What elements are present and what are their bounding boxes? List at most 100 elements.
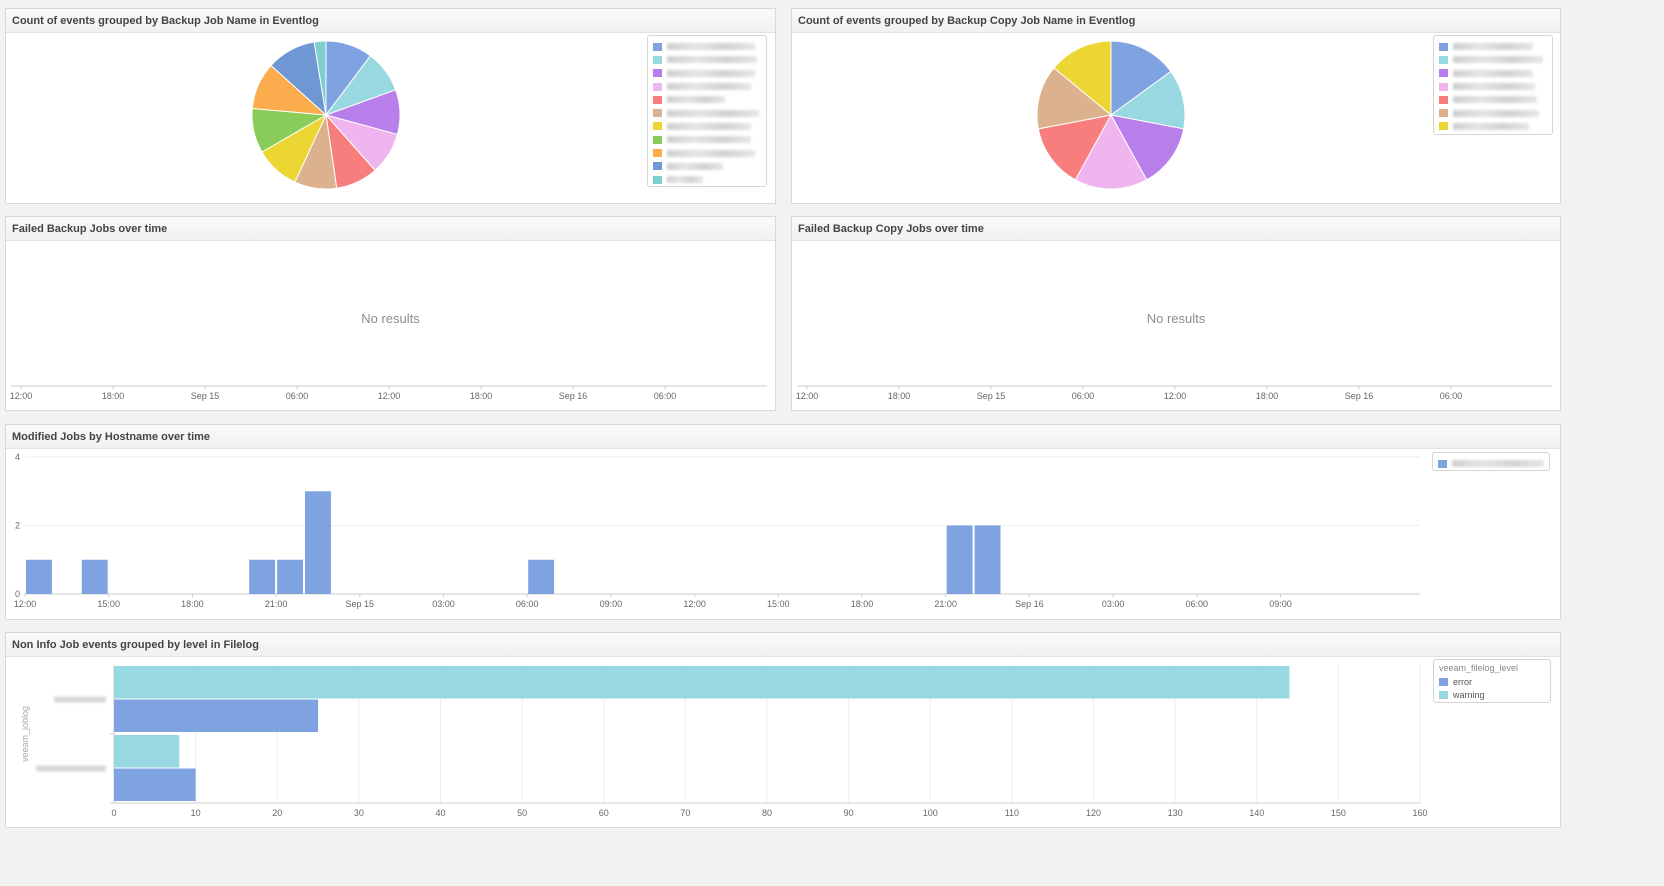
legend-swatch bbox=[653, 42, 662, 51]
pie-legend bbox=[647, 35, 767, 187]
legend-item[interactable] bbox=[653, 80, 761, 93]
panel-backup-job-pie: Count of events grouped by Backup Job Na… bbox=[5, 8, 776, 204]
legend-title: veeam_filelog_level bbox=[1439, 663, 1519, 673]
x-tick-label: 70 bbox=[680, 808, 690, 818]
pie-chart[interactable] bbox=[6, 33, 777, 204]
legend-swatch bbox=[653, 175, 662, 184]
legend-swatch bbox=[1439, 690, 1448, 699]
x-tick-label: 06:00 bbox=[1186, 599, 1209, 609]
hbar-warning[interactable] bbox=[114, 735, 180, 768]
legend-item[interactable] bbox=[653, 120, 761, 133]
panel-body: 0 10 20 30 40 50 60 70 80 90 100 110 120 130 140 150 160… bbox=[6, 657, 1560, 827]
legend-swatch bbox=[653, 162, 662, 171]
host-legend bbox=[1432, 452, 1550, 471]
legend-swatch bbox=[653, 122, 662, 131]
legend-item[interactable] bbox=[1438, 457, 1544, 470]
panel-failed-backup: Failed Backup Jobs over time No results … bbox=[5, 216, 776, 411]
y-tick-label: 4 bbox=[15, 452, 20, 462]
panel-title: Count of events grouped by Backup Copy J… bbox=[792, 9, 1560, 33]
legend-item-error[interactable]: error bbox=[1439, 675, 1545, 688]
legend-item[interactable] bbox=[653, 160, 761, 173]
panel-title: Non Info Job events grouped by level in … bbox=[6, 633, 1560, 657]
legend-label-redacted bbox=[1452, 460, 1544, 468]
pie-slice[interactable] bbox=[1109, 70, 1186, 130]
pie-slice[interactable] bbox=[1074, 113, 1148, 190]
x-tick-label: Sep 15 bbox=[346, 599, 375, 609]
y-category-label-redacted bbox=[36, 765, 106, 772]
x-tick-label: 06:00 bbox=[1072, 391, 1095, 401]
legend-label-redacted bbox=[667, 83, 751, 91]
legend-swatch bbox=[1438, 459, 1447, 468]
legend-item[interactable] bbox=[653, 67, 761, 80]
no-results-text: No results bbox=[361, 311, 420, 326]
legend-swatch bbox=[1439, 95, 1448, 104]
panel-backup-copy-pie: Count of events grouped by Backup Copy J… bbox=[791, 8, 1561, 204]
legend-label-redacted bbox=[1453, 69, 1533, 77]
x-tick-label: 30 bbox=[354, 808, 364, 818]
histogram-bar[interactable] bbox=[277, 559, 303, 594]
legend-item[interactable] bbox=[1439, 67, 1547, 80]
legend-item[interactable] bbox=[1439, 80, 1547, 93]
x-tick-label: 06:00 bbox=[286, 391, 309, 401]
legend-swatch bbox=[1439, 69, 1448, 78]
horizontal-bar-chart[interactable]: 0 10 20 30 40 50 60 70 80 90 100 110 120 130 140 150 160… bbox=[6, 657, 1436, 828]
legend-item[interactable] bbox=[653, 146, 761, 159]
pie-slice[interactable] bbox=[1110, 114, 1185, 181]
x-tick-label: 0 bbox=[111, 808, 116, 818]
legend-item[interactable] bbox=[653, 93, 761, 106]
legend-swatch bbox=[1439, 677, 1448, 686]
pie-slice[interactable] bbox=[1110, 40, 1172, 116]
pie-slice[interactable] bbox=[1036, 67, 1113, 130]
x-tick-label: 140 bbox=[1249, 808, 1264, 818]
legend-item-warning[interactable]: warning bbox=[1439, 688, 1545, 701]
y-category-label-redacted bbox=[54, 696, 106, 703]
x-tick-label: 15:00 bbox=[97, 599, 120, 609]
histogram-bar[interactable] bbox=[81, 559, 108, 594]
pie-chart[interactable] bbox=[792, 33, 1562, 204]
legend-swatch bbox=[1439, 82, 1448, 91]
histogram-bar[interactable] bbox=[249, 559, 276, 594]
hbar-warning[interactable] bbox=[114, 666, 1290, 699]
legend-swatch bbox=[653, 55, 662, 64]
pie-slice[interactable] bbox=[313, 40, 327, 116]
histogram-bar[interactable] bbox=[946, 525, 973, 595]
legend-label-redacted bbox=[1453, 109, 1539, 117]
panel-title: Failed Backup Jobs over time bbox=[6, 217, 775, 241]
histogram-bar[interactable] bbox=[26, 559, 52, 594]
x-tick-label: 12:00 bbox=[1164, 391, 1187, 401]
x-tick-label: 160 bbox=[1412, 808, 1427, 818]
hbar-error[interactable] bbox=[114, 768, 196, 802]
legend-swatch bbox=[1439, 122, 1448, 131]
pie-slice[interactable] bbox=[1037, 114, 1112, 181]
histogram-bar[interactable] bbox=[528, 559, 555, 594]
legend-item[interactable] bbox=[653, 40, 761, 53]
legend-label-redacted bbox=[667, 69, 755, 77]
x-tick-label: 09:00 bbox=[1269, 599, 1292, 609]
histogram-bar[interactable] bbox=[974, 525, 1001, 595]
legend-item[interactable] bbox=[653, 53, 761, 66]
legend-label-redacted bbox=[667, 162, 723, 170]
legend-swatch bbox=[1439, 55, 1448, 64]
x-tick-label: 15:00 bbox=[767, 599, 790, 609]
histogram-chart[interactable]: 0 2 4 12:00 15:00 18:00 21:00 Sep 15 03:00 06:00 0… bbox=[6, 449, 1426, 620]
legend-label-redacted bbox=[667, 176, 703, 184]
legend-item[interactable] bbox=[653, 106, 761, 119]
legend-label-redacted bbox=[1453, 56, 1543, 64]
x-tick-label: 20 bbox=[272, 808, 282, 818]
histogram-bar[interactable] bbox=[305, 491, 331, 594]
hbar-error[interactable] bbox=[114, 699, 319, 733]
no-results-text: No results bbox=[1146, 311, 1206, 326]
legend-label-redacted bbox=[667, 109, 759, 117]
pie-slice[interactable] bbox=[1053, 40, 1112, 117]
legend-item[interactable] bbox=[1439, 93, 1547, 106]
x-tick-label: 12:00 bbox=[378, 391, 401, 401]
legend-item[interactable] bbox=[1439, 120, 1547, 133]
legend-item[interactable] bbox=[653, 133, 761, 146]
legend-item[interactable] bbox=[1439, 53, 1547, 66]
legend-item[interactable] bbox=[653, 173, 761, 186]
legend-item[interactable] bbox=[1439, 106, 1547, 119]
panel-failed-copy: Failed Backup Copy Jobs over time No res… bbox=[791, 216, 1561, 411]
legend-label-redacted bbox=[1453, 83, 1535, 91]
legend-item[interactable] bbox=[1439, 40, 1547, 53]
x-tick-label: 80 bbox=[762, 808, 772, 818]
